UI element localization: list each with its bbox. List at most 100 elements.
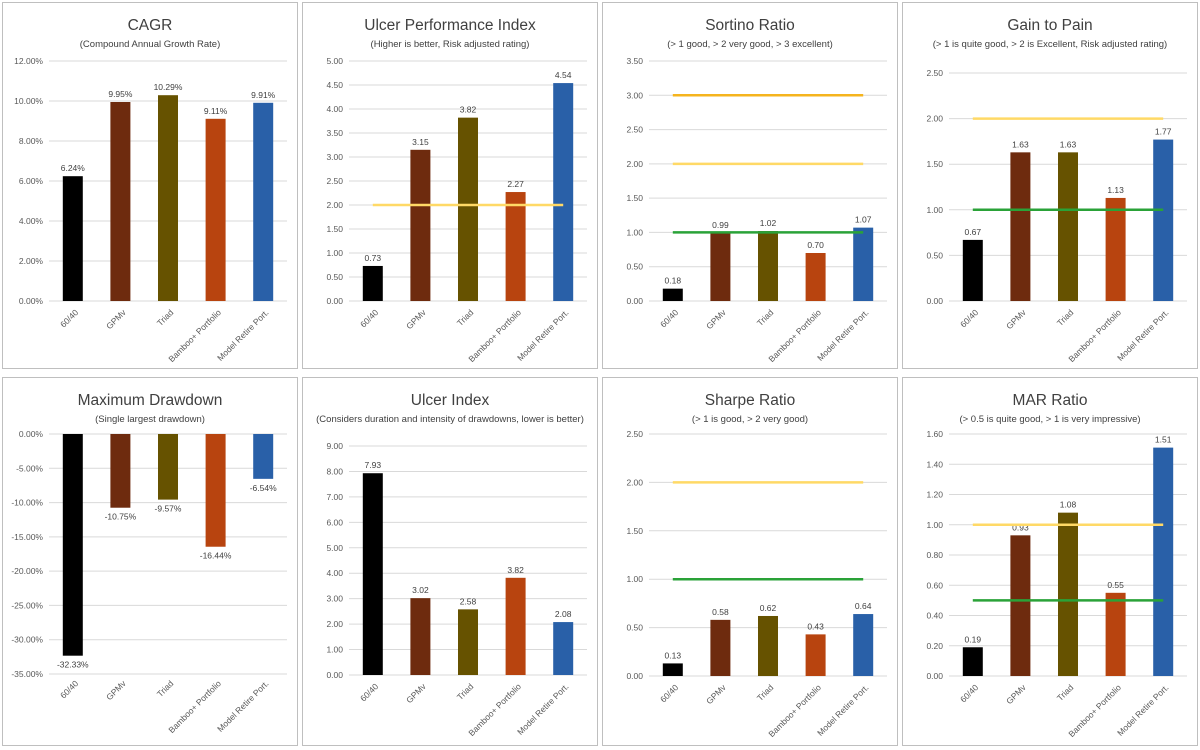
data-label: 4.54 [555, 70, 572, 80]
data-label: -9.57% [155, 504, 182, 514]
x-category-label: Model Retire Port. [1115, 682, 1171, 738]
chart-panel-mar-ratio: MAR Ratio (> 0.5 is quite good, > 1 is v… [902, 377, 1198, 746]
x-category-label: Model Retire Port. [815, 307, 871, 363]
y-tick-label: 0.60 [926, 580, 943, 590]
y-tick-label: 2.50 [626, 429, 643, 439]
y-tick-label: 1.50 [926, 159, 943, 169]
chart-title: Ulcer Performance Index [364, 17, 536, 34]
y-tick-label: 0.00% [19, 296, 44, 306]
chart-title: CAGR [127, 17, 173, 34]
data-label: -16.44% [200, 551, 232, 561]
chart-svg: 0.00 0.50 1.00 1.50 2.00 2.50 3.00 3.50 0.18 0.99… [626, 56, 887, 364]
bar [362, 473, 383, 675]
y-tick-label: 2.00 [626, 159, 643, 169]
y-tick-label: 4.00 [326, 568, 343, 578]
y-tick-label: 6.00% [19, 176, 44, 186]
data-label: 7.93 [365, 460, 382, 470]
data-label: 0.99 [712, 220, 729, 230]
y-tick-label: -10.00% [11, 498, 43, 508]
y-tick-label: 2.50 [926, 68, 943, 78]
y-tick-label: -25.00% [11, 600, 43, 610]
chart-subtitle: (Higher is better, Risk adjusted rating) [370, 39, 530, 50]
data-label: 0.55 [1107, 580, 1124, 590]
x-category-label: Triad [455, 681, 476, 702]
bar [158, 434, 178, 500]
data-label: 1.77 [1155, 127, 1172, 137]
y-tick-label: 1.40 [926, 459, 943, 469]
y-tick-label: -5.00% [16, 463, 43, 473]
y-tick-label: 0.40 [926, 611, 943, 621]
y-tick-label: 12.00% [14, 56, 43, 66]
bar [362, 265, 383, 301]
y-tick-label: 2.00 [326, 619, 343, 629]
x-category-label: 60/40 [358, 681, 380, 703]
y-tick-label: 0.00 [626, 671, 643, 681]
bar [962, 647, 983, 676]
y-tick-label: -30.00% [11, 635, 43, 645]
y-tick-label: 0.50 [626, 623, 643, 633]
data-label: 0.18 [665, 276, 682, 286]
data-label: 1.63 [1012, 139, 1029, 149]
x-category-label: Model Retire Port. [215, 678, 271, 734]
bar [110, 434, 131, 508]
data-label: 1.07 [855, 215, 872, 225]
bar [1105, 197, 1126, 301]
y-tick-label: 6.00 [326, 517, 343, 527]
y-tick-label: 0.50 [326, 272, 343, 282]
x-category-label: Triad [1055, 682, 1076, 703]
y-tick-label: 7.00 [326, 492, 343, 502]
y-tick-label: 2.00 [626, 477, 643, 487]
bar [253, 434, 274, 479]
bar [553, 622, 574, 675]
bar [710, 233, 731, 301]
x-category-label: Triad [155, 307, 176, 328]
y-tick-label: 0.00 [926, 296, 943, 306]
y-tick-label: 0.00 [326, 296, 343, 306]
data-label: 0.19 [965, 634, 982, 644]
x-category-label: 60/40 [58, 678, 80, 700]
data-label: 1.08 [1060, 500, 1077, 510]
y-tick-label: 2.50 [326, 176, 343, 186]
y-tick-label: 0.50 [626, 262, 643, 272]
chart-svg: 0.00 0.20 0.40 0.60 0.80 1.00 1.20 1.40 1.60 0.19… [926, 429, 1187, 739]
y-tick-label: 2.50 [626, 125, 643, 135]
y-tick-label: -20.00% [11, 566, 43, 576]
bar [662, 288, 683, 301]
bar [110, 102, 131, 301]
y-tick-label: 8.00% [19, 136, 44, 146]
y-tick-label: 2.00 [926, 114, 943, 124]
y-tick-label: 4.00 [326, 104, 343, 114]
bar [805, 634, 826, 676]
data-label: 0.64 [855, 601, 872, 611]
data-label: 0.67 [965, 227, 982, 237]
data-label: 2.58 [460, 596, 477, 606]
chart-subtitle: (Considers duration and intensity of dra… [316, 414, 584, 425]
y-tick-label: 1.00 [626, 574, 643, 584]
x-category-label: GPMv [1004, 307, 1028, 331]
bar [1010, 535, 1031, 676]
chart-title: Gain to Pain [1007, 17, 1093, 34]
x-category-label: 60/40 [58, 307, 80, 329]
x-category-label: Triad [455, 307, 476, 328]
data-label: 9.11% [204, 106, 228, 116]
y-tick-label: 1.00 [326, 645, 343, 655]
y-tick-label: 1.00 [326, 248, 343, 258]
bar [253, 102, 274, 301]
chart-svg: 0.00 0.50 1.00 1.50 2.00 2.50 3.00 3.50 4.00 4.50… [326, 56, 587, 364]
x-category-label: Model Retire Port. [1115, 307, 1171, 363]
data-label: 10.29% [154, 82, 183, 92]
x-category-label: 60/40 [358, 307, 380, 329]
y-tick-label: 0.80 [926, 550, 943, 560]
x-category-label: Model Retire Port. [515, 681, 571, 737]
y-tick-label: 0.50 [926, 250, 943, 260]
data-label: 6.24% [61, 163, 86, 173]
data-label: 0.93 [1012, 522, 1029, 532]
chart-title: MAR Ratio [1012, 392, 1088, 409]
chart-subtitle: (> 0.5 is quite good, > 1 is very impres… [959, 414, 1141, 425]
y-tick-label: 9.00 [326, 441, 343, 451]
data-label: 0.62 [760, 603, 777, 613]
bar [710, 619, 731, 676]
bar [410, 149, 431, 301]
data-label: 0.58 [712, 607, 729, 617]
bar [505, 577, 526, 675]
